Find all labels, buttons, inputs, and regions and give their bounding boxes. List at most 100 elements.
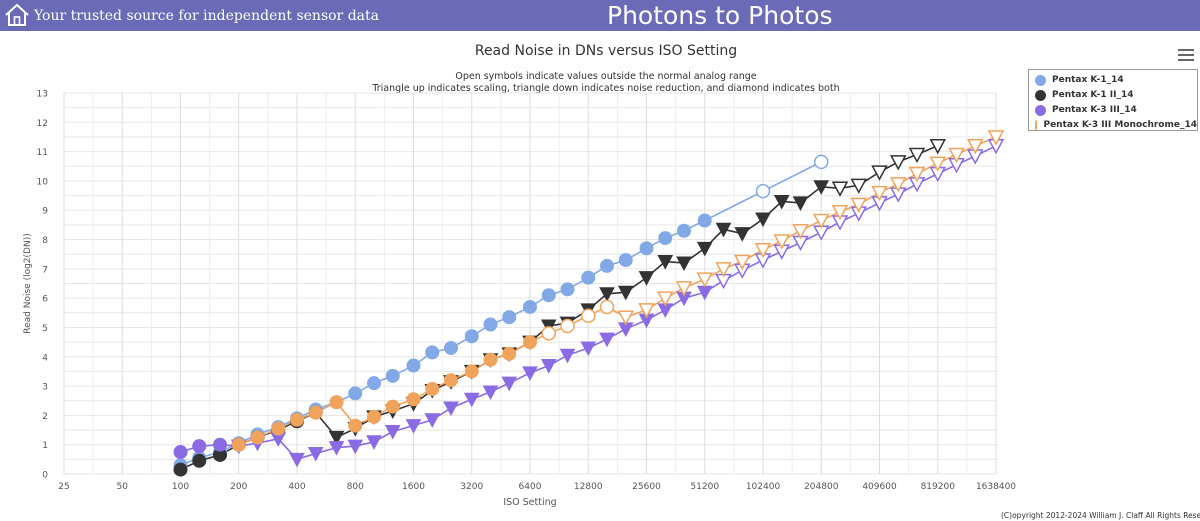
data-point[interactable]	[696, 272, 714, 288]
data-point[interactable]	[424, 413, 441, 428]
data-point[interactable]	[463, 392, 480, 408]
data-point[interactable]	[871, 185, 888, 202]
data-point[interactable]	[908, 147, 926, 164]
data-point[interactable]	[271, 421, 286, 436]
data-point[interactable]	[425, 345, 440, 360]
data-point[interactable]	[657, 255, 674, 270]
legend-item[interactable]: Pentax K-3 III_14	[1029, 103, 1197, 117]
data-point[interactable]	[966, 139, 984, 155]
data-point[interactable]	[559, 348, 576, 364]
data-point[interactable]	[560, 318, 575, 334]
data-point[interactable]	[406, 392, 421, 407]
data-point[interactable]	[580, 341, 597, 357]
data-point[interactable]	[367, 376, 382, 391]
data-point[interactable]	[929, 156, 947, 172]
data-point[interactable]	[231, 437, 246, 452]
legend-item[interactable]: Pentax K-1 II_14	[1029, 88, 1197, 102]
data-point[interactable]	[792, 223, 809, 240]
site-brand[interactable]: Photons to Photos	[607, 1, 833, 30]
data-point[interactable]	[889, 177, 907, 193]
data-point[interactable]	[696, 241, 713, 257]
data-point[interactable]	[502, 310, 517, 325]
data-point[interactable]	[908, 166, 926, 183]
data-point[interactable]	[715, 222, 732, 238]
data-point[interactable]	[599, 332, 615, 348]
data-point[interactable]	[444, 373, 459, 388]
data-point[interactable]	[850, 197, 868, 213]
data-point[interactable]	[676, 256, 692, 272]
data-point[interactable]	[755, 183, 771, 199]
data-point[interactable]	[617, 310, 635, 326]
data-point[interactable]	[773, 194, 790, 210]
data-point[interactable]	[540, 359, 557, 374]
data-point[interactable]	[638, 303, 655, 319]
data-point[interactable]	[987, 130, 1005, 146]
data-point[interactable]	[502, 346, 517, 361]
data-point[interactable]	[501, 376, 518, 392]
data-point[interactable]	[948, 147, 965, 164]
data-point[interactable]	[599, 299, 615, 315]
data-point[interactable]	[638, 271, 655, 286]
data-point[interactable]	[384, 425, 401, 440]
legend-item[interactable]: Pentax K-1_14	[1029, 73, 1197, 87]
data-point[interactable]	[812, 213, 830, 230]
data-point[interactable]	[871, 165, 888, 181]
data-point[interactable]	[385, 368, 400, 383]
data-point[interactable]	[733, 254, 751, 271]
data-point[interactable]	[347, 439, 364, 455]
data-point[interactable]	[813, 180, 830, 195]
data-point[interactable]	[755, 212, 771, 228]
data-point[interactable]	[658, 231, 673, 246]
data-point[interactable]	[522, 366, 538, 381]
data-point[interactable]	[792, 196, 809, 211]
data-point[interactable]	[406, 358, 421, 373]
data-point[interactable]	[929, 139, 947, 155]
data-point[interactable]	[773, 234, 791, 250]
data-point[interactable]	[367, 409, 382, 424]
data-point[interactable]	[541, 288, 556, 303]
data-point[interactable]	[734, 227, 751, 242]
data-point[interactable]	[212, 437, 227, 452]
data-point[interactable]	[715, 262, 732, 278]
data-point[interactable]	[581, 308, 596, 323]
data-point[interactable]	[677, 223, 692, 238]
data-point[interactable]	[831, 181, 849, 197]
home-icon[interactable]	[4, 3, 30, 27]
data-point[interactable]	[385, 399, 400, 414]
data-point[interactable]	[523, 299, 537, 314]
data-point[interactable]	[483, 352, 498, 367]
data-point[interactable]	[639, 241, 654, 256]
data-point[interactable]	[523, 335, 537, 350]
data-point[interactable]	[464, 329, 479, 344]
data-point[interactable]	[618, 253, 633, 268]
data-point[interactable]	[560, 282, 575, 297]
data-point[interactable]	[850, 178, 868, 194]
data-point[interactable]	[675, 281, 693, 297]
data-point[interactable]	[425, 382, 440, 397]
data-point[interactable]	[289, 452, 305, 468]
data-point[interactable]	[814, 154, 829, 170]
data-point[interactable]	[328, 441, 345, 456]
data-point[interactable]	[581, 270, 596, 285]
data-point[interactable]	[541, 326, 557, 341]
data-point[interactable]	[307, 446, 324, 462]
data-point[interactable]	[889, 155, 907, 171]
data-point[interactable]	[348, 418, 363, 433]
data-point[interactable]	[754, 243, 772, 259]
data-point[interactable]	[366, 435, 382, 450]
data-point[interactable]	[599, 287, 615, 302]
data-point[interactable]	[483, 317, 498, 332]
data-point[interactable]	[444, 340, 459, 355]
data-point[interactable]	[328, 430, 345, 446]
hamburger-menu-icon[interactable]	[1178, 49, 1194, 63]
data-point[interactable]	[308, 405, 323, 420]
data-point[interactable]	[405, 419, 422, 434]
data-point[interactable]	[192, 453, 207, 468]
data-point[interactable]	[600, 258, 615, 273]
data-point[interactable]	[290, 412, 304, 427]
data-point[interactable]	[482, 385, 499, 400]
data-point[interactable]	[192, 439, 207, 454]
data-point[interactable]	[250, 430, 265, 445]
legend-item[interactable]: Pentax K-3 III Monochrome_14	[1029, 118, 1197, 132]
data-point[interactable]	[173, 445, 188, 460]
